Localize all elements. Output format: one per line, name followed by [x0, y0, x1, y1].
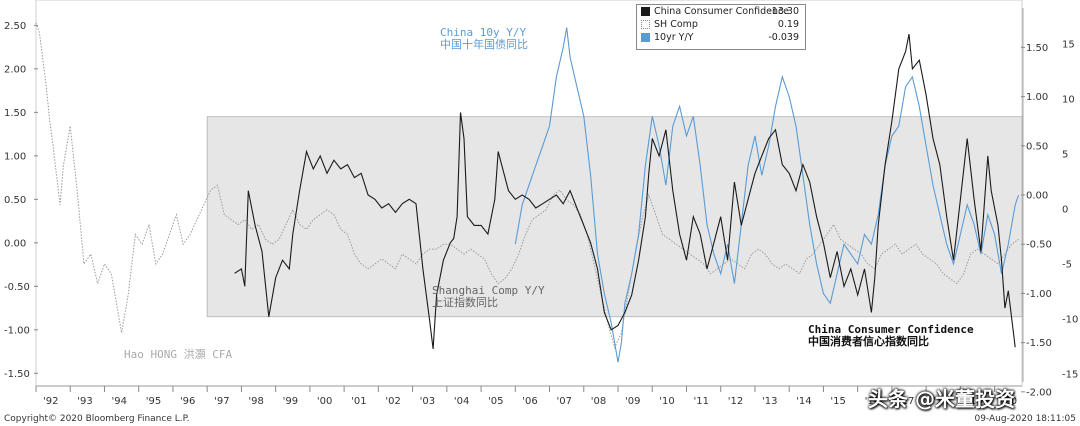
right-tick-label: 0.00 [1026, 191, 1048, 202]
watermark: 头条 @米董投资 [868, 387, 1015, 411]
far-right-tick-label: 15 [1062, 40, 1075, 51]
legend: China Consumer Confidence -13.30 SH Comp… [636, 4, 806, 50]
x-axis: '92 '93 '94 '95 '96 '97 '98 '99 '00 '01 '02 '03 '04 '… [35, 385, 1022, 407]
x-tick-label: '95 [146, 396, 161, 407]
annotation-china-10y: China 10y Y/Y [440, 26, 526, 39]
legend-value: 0.19 [777, 19, 799, 30]
x-tick-label: '14 [796, 396, 811, 407]
legend-swatch [641, 7, 650, 16]
x-tick-label: '18 [933, 396, 948, 407]
x-tick-label: '04 [454, 396, 469, 407]
x-tick-label: '19 [967, 396, 982, 407]
range-band [206, 116, 1023, 318]
x-tick-label: '10 [659, 396, 674, 407]
x-tick-label: '03 [420, 396, 435, 407]
series-line-china-consumer-confidence [234, 33, 1016, 349]
x-tick-label: '98 [248, 396, 263, 407]
x-tick-label: '06 [522, 396, 537, 407]
series-line-10yr-y-y [514, 27, 1020, 363]
annotation-consumer-confidence-cn: 中国消费者信心指数同比 [808, 334, 929, 348]
x-tick-label: '02 [385, 396, 400, 407]
left-tick-label: 1.50 [4, 108, 26, 119]
left-tick-label: 0.50 [4, 195, 26, 206]
copyright: Copyright© 2020 Bloomberg Finance L.P. [4, 414, 190, 424]
series-line-sh-comp [35, 22, 1019, 350]
legend-item-10yr: 10yr Y/Y -0.039 [637, 31, 805, 44]
x-tick-label: '17 [899, 396, 914, 407]
annotation-author: Hao HONG 洪灝 CFA [124, 347, 232, 361]
x-tick-label: '99 [283, 396, 298, 407]
left-tick-label: 1.00 [4, 151, 26, 162]
far-right-tick-label: -5 [1062, 260, 1072, 271]
legend-label: SH Comp [654, 19, 698, 30]
x-tick-label: '01 [351, 396, 366, 407]
x-tick-label: '09 [625, 396, 640, 407]
x-tick-label: '11 [693, 396, 708, 407]
x-tick-label: '16 [865, 396, 880, 407]
far-right-tick-label: 0 [1062, 205, 1068, 216]
x-tick-label: '05 [488, 396, 503, 407]
far-right-axis: 15 10 5 0 -5 -10 -15 [1062, 40, 1078, 381]
right-axis: 1.50 1.00 0.50 0.00 -0.50 -1.00 -1.50 -2.00 [1021, 8, 1052, 398]
right-tick-label: -0.50 [1026, 240, 1052, 251]
left-tick-label: 0.00 [4, 238, 26, 249]
annotation-consumer-confidence: China Consumer Confidence [808, 323, 974, 336]
right-tick-label: -1.00 [1026, 289, 1052, 300]
x-tick-label: '97 [214, 396, 229, 407]
left-axis: 2.50 2.00 1.50 1.00 0.50 0.00 -0.50 -1.00 -1.50 [4, 21, 38, 380]
right-tick-label: 1.00 [1026, 92, 1048, 103]
legend-label: 10yr Y/Y [654, 32, 694, 43]
right-tick-label: -1.50 [1026, 338, 1052, 349]
x-tick-label: '93 [77, 396, 92, 407]
timestamp: 09-Aug-2020 18:11:05 [974, 414, 1076, 424]
far-right-tick-label: -10 [1062, 315, 1078, 326]
x-tick-label: '07 [557, 396, 572, 407]
x-tick-label: '96 [180, 396, 195, 407]
x-tick-label: '92 [43, 396, 58, 407]
left-tick-label: -1.00 [4, 325, 30, 336]
legend-value: -0.039 [768, 32, 799, 43]
legend-item-consumer-confidence: China Consumer Confidence -13.30 [637, 5, 805, 18]
legend-swatch [641, 33, 650, 42]
x-tick-label: '08 [591, 396, 606, 407]
legend-item-sh-comp: SH Comp 0.19 [637, 18, 805, 31]
left-tick-label: -1.50 [4, 369, 30, 380]
x-tick-label: '13 [762, 396, 777, 407]
x-tick-label: '20 [1002, 396, 1017, 407]
x-tick-label: '15 [830, 396, 845, 407]
legend-swatch [641, 20, 650, 29]
left-tick-label: -0.50 [4, 282, 30, 293]
x-tick-label: '00 [317, 396, 332, 407]
annotation-china-10y-cn: 中国十年国债同比 [440, 37, 528, 51]
left-tick-label: 2.00 [4, 64, 26, 75]
legend-label: China Consumer Confidence [654, 6, 790, 17]
right-tick-label: 1.50 [1026, 43, 1048, 54]
x-tick-label: '94 [111, 396, 126, 407]
series-layer [35, 22, 1020, 363]
legend-value: -13.30 [768, 6, 799, 17]
annotation-shanghai-comp-cn: 上证指数同比 [432, 295, 498, 309]
far-right-tick-label: -15 [1062, 370, 1078, 381]
far-right-tick-label: 5 [1062, 150, 1068, 161]
right-tick-label: 0.50 [1026, 141, 1048, 152]
left-tick-label: 2.50 [4, 21, 26, 32]
annotation-shanghai-comp: Shanghai Comp Y/Y [432, 284, 545, 297]
x-tick-label: '12 [728, 396, 743, 407]
right-tick-label: -2.00 [1026, 387, 1052, 398]
far-right-tick-label: 10 [1062, 95, 1075, 106]
